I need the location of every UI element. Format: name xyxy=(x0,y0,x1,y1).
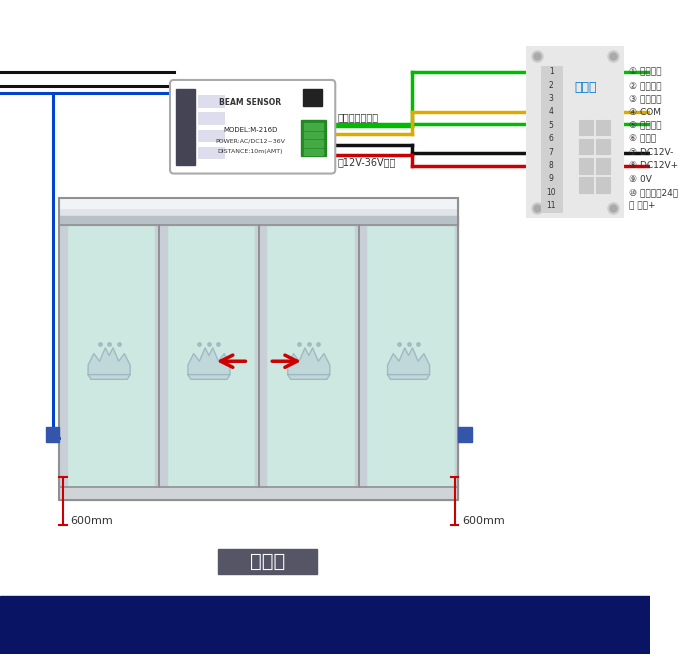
Text: 2: 2 xyxy=(549,81,554,90)
Bar xyxy=(198,147,224,159)
Text: 5: 5 xyxy=(549,121,554,130)
Bar xyxy=(541,92,562,105)
Text: POWER:AC/DC12~36V: POWER:AC/DC12~36V xyxy=(216,139,285,144)
Bar xyxy=(541,173,562,185)
Bar xyxy=(304,149,323,155)
Text: 8: 8 xyxy=(549,161,554,170)
Bar xyxy=(541,106,562,118)
Bar xyxy=(67,225,155,487)
Bar xyxy=(596,120,611,135)
Bar xyxy=(198,130,224,141)
Polygon shape xyxy=(88,348,130,375)
Bar xyxy=(541,186,562,199)
Bar xyxy=(579,159,593,173)
Text: 单光束: 单光束 xyxy=(250,552,285,571)
Bar xyxy=(59,199,458,208)
Bar xyxy=(59,225,67,487)
Bar xyxy=(59,215,458,225)
Text: ⑨ 0V: ⑨ 0V xyxy=(628,175,651,184)
Text: ⑧ DC12V+: ⑧ DC12V+ xyxy=(628,161,678,171)
Text: 控制器: 控制器 xyxy=(575,82,597,94)
Text: 600mm: 600mm xyxy=(462,516,505,527)
Bar xyxy=(218,549,317,574)
Bar xyxy=(455,225,458,487)
Bar xyxy=(458,427,472,442)
Bar xyxy=(358,225,458,487)
Bar xyxy=(355,225,358,487)
Bar xyxy=(301,120,326,157)
Bar xyxy=(259,225,267,487)
Text: ⑪ 电锁+: ⑪ 电锁+ xyxy=(628,201,655,211)
Bar xyxy=(255,225,259,487)
Text: 10: 10 xyxy=(546,188,556,197)
Bar xyxy=(267,225,355,487)
Text: 3: 3 xyxy=(549,94,554,103)
Bar xyxy=(59,199,458,225)
Text: ② 门禁信号: ② 门禁信号 xyxy=(628,81,661,90)
Polygon shape xyxy=(288,348,330,375)
Text: DISTANCE:10m(AMT): DISTANCE:10m(AMT) xyxy=(218,149,283,155)
Bar xyxy=(541,146,562,159)
Bar xyxy=(358,225,367,487)
Bar xyxy=(541,66,562,78)
Bar xyxy=(59,199,458,500)
Bar xyxy=(527,47,623,217)
Bar xyxy=(596,139,611,155)
Bar xyxy=(59,487,458,500)
Bar xyxy=(46,427,59,442)
Bar xyxy=(579,139,593,155)
Bar xyxy=(167,225,255,487)
Text: 600mm: 600mm xyxy=(71,516,114,527)
Bar xyxy=(59,225,159,487)
Bar xyxy=(304,132,323,138)
Bar xyxy=(541,132,562,145)
Text: 自动门光线信号: 自动门光线信号 xyxy=(337,112,378,122)
Polygon shape xyxy=(188,375,230,379)
Text: 4: 4 xyxy=(549,108,554,116)
FancyBboxPatch shape xyxy=(170,80,335,173)
Text: MODEL:M-216D: MODEL:M-216D xyxy=(223,126,277,132)
Bar xyxy=(541,159,562,172)
Text: 6: 6 xyxy=(549,134,554,143)
Bar xyxy=(367,225,455,487)
Bar xyxy=(596,159,611,173)
Bar xyxy=(259,225,358,487)
Bar xyxy=(579,177,593,193)
Bar xyxy=(155,225,159,487)
Text: ⑥ 公共端: ⑥ 公共端 xyxy=(628,134,656,144)
Bar xyxy=(541,79,562,92)
Bar xyxy=(541,119,562,132)
Bar xyxy=(596,177,611,193)
Bar xyxy=(175,88,195,165)
Text: ⑦ DC12V-: ⑦ DC12V- xyxy=(628,148,673,157)
Bar xyxy=(0,595,649,654)
Text: 接12V-36V电源: 接12V-36V电源 xyxy=(337,157,396,167)
Text: ① 安全光线: ① 安全光线 xyxy=(628,68,661,77)
Bar xyxy=(304,140,323,147)
Bar xyxy=(541,199,562,212)
Bar xyxy=(304,123,323,130)
Text: 9: 9 xyxy=(549,175,554,183)
Text: 1: 1 xyxy=(549,68,554,76)
Text: 11: 11 xyxy=(547,201,556,210)
Text: ⑤ 互锁输出: ⑤ 互锁输出 xyxy=(628,121,661,130)
Text: BEAM SENSOR: BEAM SENSOR xyxy=(219,98,282,107)
Text: ⑩ 后备电源24＋: ⑩ 后备电源24＋ xyxy=(628,188,678,197)
Bar xyxy=(159,225,259,487)
Polygon shape xyxy=(388,375,430,379)
Bar xyxy=(579,120,593,135)
Bar xyxy=(198,112,224,124)
Polygon shape xyxy=(288,375,330,379)
Text: ④ COM: ④ COM xyxy=(628,108,660,117)
Polygon shape xyxy=(88,375,130,379)
Text: 7: 7 xyxy=(549,148,554,157)
Polygon shape xyxy=(388,348,430,375)
Bar xyxy=(159,225,167,487)
Bar xyxy=(198,95,224,106)
Text: ③ 互锁输入: ③ 互锁输入 xyxy=(628,94,661,104)
Bar xyxy=(303,88,322,106)
Polygon shape xyxy=(188,348,230,375)
